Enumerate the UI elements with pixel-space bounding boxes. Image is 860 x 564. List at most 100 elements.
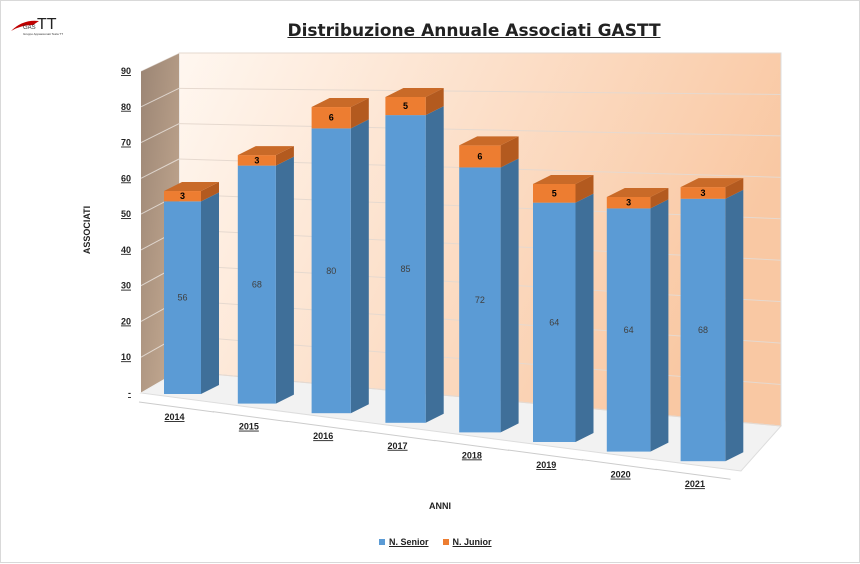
- y-tick-label: 40: [121, 245, 131, 255]
- category-divider: [212, 411, 288, 423]
- x-tick-label: 2019: [536, 460, 556, 470]
- svg-text:GAS: GAS: [23, 25, 36, 31]
- gridline-side: [140, 87, 180, 108]
- bar-n-junior-2021: [680, 187, 726, 199]
- category-divider: [360, 430, 436, 442]
- svg-text:TT: TT: [37, 16, 57, 33]
- bar-side: [650, 188, 669, 209]
- legend-item-junior[interactable]: N. Junior: [442, 537, 492, 547]
- x-tick-label: 2020: [611, 470, 631, 480]
- bar-n-senior-2019: [533, 202, 576, 442]
- data-label: 68: [698, 325, 708, 335]
- bar-top: [459, 136, 519, 146]
- data-label: 5: [552, 188, 557, 198]
- legend-item-senior[interactable]: N. Senior: [379, 537, 429, 547]
- bar-n-senior-2020: [606, 208, 651, 452]
- y-tick-label: 70: [121, 138, 131, 148]
- bar-n-junior-2015: [237, 155, 276, 166]
- bar-top: [237, 146, 294, 156]
- data-label: 3: [626, 198, 631, 208]
- x-tick-label: 2015: [239, 422, 259, 432]
- bar-n-senior-2017: [385, 115, 426, 423]
- bar-top: [164, 182, 219, 192]
- bar-side: [350, 119, 369, 414]
- bar-side: [500, 158, 519, 433]
- gridline-side: [140, 158, 180, 179]
- bar-n-junior-2014: [164, 191, 201, 202]
- gridline: [178, 87, 782, 95]
- bar-side: [575, 193, 594, 442]
- bar-top: [533, 174, 594, 184]
- gridline-side: [140, 123, 180, 144]
- legend-swatch: [379, 539, 385, 545]
- bar-side: [201, 182, 219, 202]
- bar-side: [425, 106, 444, 423]
- data-label: 64: [624, 325, 634, 335]
- legend-swatch: [442, 539, 449, 545]
- gridline-side: [140, 52, 180, 72]
- x-tick-label: 2021: [685, 479, 705, 489]
- data-label: 64: [549, 317, 559, 327]
- category-divider: [655, 468, 731, 480]
- legend: N. Senior N. Junior: [379, 537, 492, 547]
- bar-n-junior-2019: [533, 183, 576, 203]
- category-divider: [581, 459, 657, 471]
- data-label: 80: [326, 266, 336, 276]
- y-tick-label: -: [128, 388, 131, 398]
- data-label: 85: [401, 264, 411, 274]
- data-label: 56: [177, 293, 187, 303]
- bar-top: [311, 98, 369, 108]
- bar-side: [275, 146, 294, 166]
- logo: GAS TT Gruppo Appassionati Tesla TT: [9, 9, 69, 42]
- category-divider: [507, 449, 584, 461]
- bar-side: [201, 192, 219, 394]
- y-tick-label: 90: [121, 66, 131, 76]
- data-label: 5: [403, 101, 408, 111]
- x-tick-label: 2016: [313, 431, 333, 441]
- category-divider: [138, 401, 215, 413]
- x-tick-label: 2017: [388, 441, 408, 451]
- y-tick-label: 20: [121, 316, 131, 326]
- bar-side: [650, 199, 669, 452]
- bar-side: [350, 98, 369, 129]
- bar-n-senior-2016: [311, 128, 351, 414]
- x-axis-label: ANNI: [429, 501, 451, 511]
- y-tick-label: 30: [121, 281, 131, 291]
- data-label: 72: [475, 295, 485, 305]
- data-label: 68: [252, 280, 262, 290]
- gridline: [178, 123, 782, 137]
- y-tick-label: 80: [121, 102, 131, 112]
- x-tick-label: 2018: [462, 450, 482, 460]
- bar-side: [275, 156, 294, 404]
- bar-side: [425, 88, 444, 116]
- bar-top: [680, 178, 744, 188]
- data-label: 6: [477, 151, 482, 161]
- bar-side: [500, 136, 519, 168]
- bar-n-junior-2020: [606, 197, 651, 209]
- bar-n-senior-2018: [459, 167, 501, 433]
- bar-n-junior-2017: [385, 97, 426, 116]
- category-divider: [286, 420, 362, 432]
- data-label: 6: [329, 113, 334, 123]
- bar-top: [606, 188, 669, 197]
- data-label: 3: [254, 155, 259, 165]
- bar-n-senior-2014: [164, 201, 201, 394]
- data-label: 3: [700, 188, 705, 198]
- svg-text:Gruppo Appassionati Tesla TT: Gruppo Appassionati Tesla TT: [23, 32, 63, 36]
- category-divider: [434, 439, 510, 451]
- bar-n-junior-2018: [459, 145, 501, 168]
- bar-side: [575, 174, 594, 203]
- bar-top: [385, 88, 444, 97]
- legend-label: N. Senior: [389, 537, 429, 547]
- bar-n-junior-2016: [311, 107, 351, 129]
- bar-side: [725, 178, 744, 199]
- bar-side: [725, 189, 744, 462]
- legend-label: N. Junior: [452, 537, 492, 547]
- bar-n-senior-2015: [237, 165, 276, 404]
- x-tick-label: 2014: [164, 412, 184, 422]
- chart-title: Distribuzione Annuale Associati GASTT: [287, 21, 661, 41]
- y-tick-label: 50: [121, 209, 131, 219]
- bar-n-senior-2021: [680, 198, 726, 462]
